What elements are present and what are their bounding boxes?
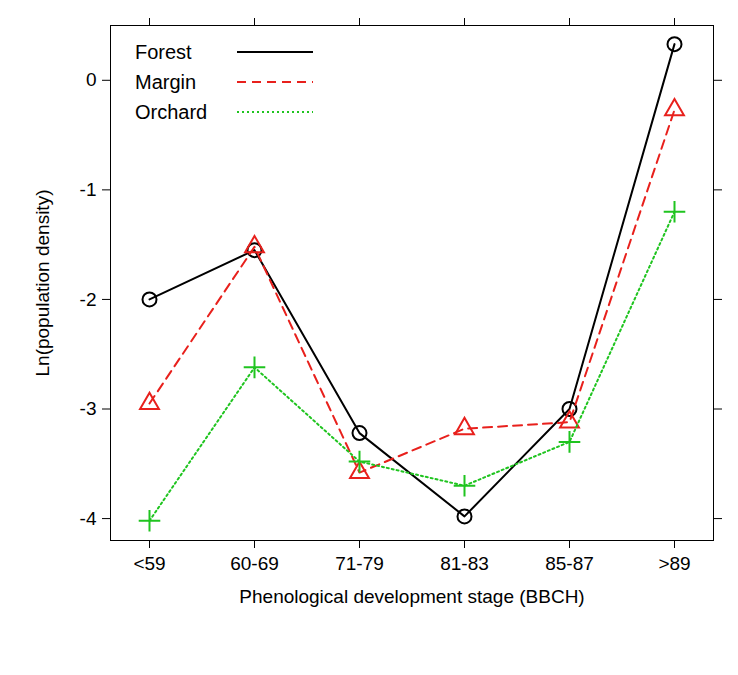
svg-text:-1: -1	[80, 179, 97, 200]
html-text:Orchard: Orchard	[135, 101, 208, 123]
html-text:Forest: Forest	[135, 41, 192, 63]
svg-text:-2: -2	[80, 289, 97, 310]
svg-text:-3: -3	[80, 398, 97, 419]
svg-text:Ln(population density): Ln(population density)	[32, 190, 53, 377]
svg-text:60-69: 60-69	[230, 553, 279, 574]
svg-text:71-79: 71-79	[335, 553, 384, 574]
svg-text:-4: -4	[80, 508, 97, 529]
html-text:Margin: Margin	[135, 71, 197, 93]
svg-text:85-87: 85-87	[545, 553, 594, 574]
svg-text:81-83: 81-83	[440, 553, 489, 574]
svg-text:Phenological development stage: Phenological development stage (BBCH)	[239, 586, 584, 607]
svg-text:>89: >89	[658, 553, 690, 574]
svg-text:<59: <59	[133, 553, 165, 574]
svg-text:0: 0	[86, 69, 97, 90]
